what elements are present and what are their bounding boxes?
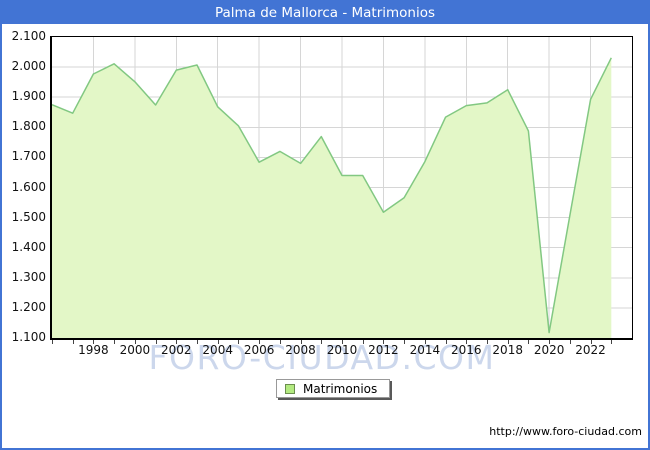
watermark: FORO-CIUDAD.COM (148, 338, 496, 377)
series-line (52, 57, 612, 334)
y-tick-label: 1.700 (11, 149, 46, 164)
y-tick-label: 2.000 (11, 59, 46, 74)
x-tick-mark (176, 340, 178, 344)
y-tick-label: 1.900 (11, 89, 46, 104)
x-tick-mark (611, 340, 613, 344)
x-tick-label: 2022 (575, 343, 606, 357)
x-tick-label: 2018 (492, 343, 523, 357)
x-tick-mark (134, 340, 136, 344)
x-tick-mark (342, 340, 343, 344)
x-tick-label: 2014 (409, 343, 441, 357)
legend-swatch-icon (285, 383, 295, 394)
x-tick-mark (321, 340, 323, 344)
y-tick-label: 1.100 (11, 330, 46, 344)
x-tick-mark (507, 340, 509, 344)
x-tick-label: 2008 (285, 343, 316, 357)
x-tick-label: 2020 (533, 343, 565, 357)
x-tick-label: 2002 (161, 343, 192, 357)
legend-label: Matrimonios (303, 381, 378, 396)
x-tick-label: 2012 (368, 343, 399, 357)
y-tick-label: 1.500 (11, 209, 46, 224)
x-tick-label: 1998 (78, 343, 109, 357)
x-tick-mark (300, 340, 302, 344)
y-tick-label: 1.400 (11, 239, 46, 254)
x-tick-mark (424, 340, 426, 344)
x-tick-mark (404, 340, 406, 344)
legend: Matrimonios (276, 379, 391, 398)
x-tick-mark (238, 340, 240, 344)
x-tick-mark (383, 340, 385, 344)
x-tick-label: 2004 (202, 343, 233, 357)
x-tick-mark (590, 340, 592, 344)
y-tick-label: 2.100 (11, 29, 46, 43)
x-tick-mark (362, 340, 364, 344)
x-tick-mark (259, 340, 261, 344)
series-area (52, 57, 612, 338)
x-tick-mark (217, 340, 219, 344)
y-tick-label: 1.800 (11, 119, 46, 134)
x-tick-mark (52, 340, 53, 344)
title-bar: Palma de Mallorca - Matrimonios (2, 2, 648, 24)
x-tick-mark (487, 340, 488, 344)
y-tick-label: 1.600 (11, 179, 46, 194)
footer-url[interactable]: http://www.foro-ciudad.com (489, 425, 642, 438)
x-tick-mark (445, 340, 447, 344)
x-tick-mark (197, 340, 198, 344)
x-tick-label: 2010 (326, 343, 358, 357)
chart-title: Palma de Mallorca - Matrimonios (214, 5, 436, 21)
x-tick-mark (93, 340, 95, 344)
area-chart-svg (52, 37, 632, 338)
x-tick-label: 2016 (451, 343, 482, 357)
x-tick-mark (155, 340, 157, 344)
y-tick-label: 1.300 (11, 269, 46, 284)
x-tick-mark (466, 340, 468, 344)
x-tick-mark (569, 340, 571, 344)
x-tick-mark (549, 340, 551, 344)
x-tick-mark (528, 340, 530, 344)
x-tick-mark (114, 340, 116, 344)
y-tick-label: 1.200 (11, 299, 46, 314)
x-tick-label: 2000 (119, 343, 151, 357)
plot-area (50, 36, 633, 340)
x-tick-mark (72, 340, 74, 344)
x-tick-label: 2006 (243, 343, 275, 357)
x-tick-mark (279, 340, 281, 344)
